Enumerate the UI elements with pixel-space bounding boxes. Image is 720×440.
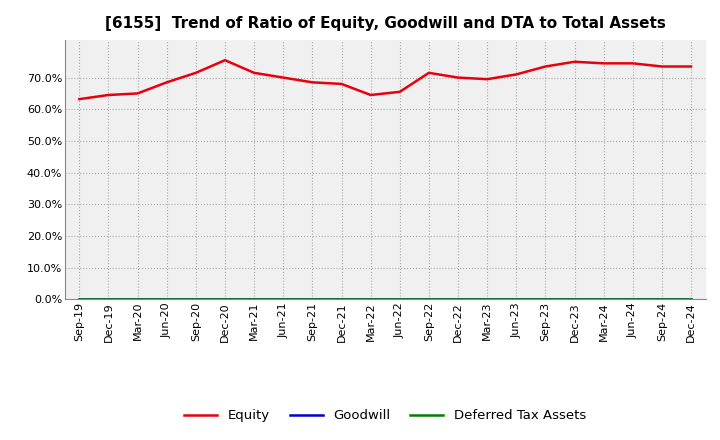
Equity bbox=[483, 77, 492, 82]
Goodwill bbox=[629, 297, 637, 302]
Equity bbox=[425, 70, 433, 76]
Equity bbox=[192, 70, 200, 76]
Deferred Tax Assets bbox=[541, 297, 550, 302]
Goodwill bbox=[483, 297, 492, 302]
Deferred Tax Assets bbox=[512, 297, 521, 302]
Deferred Tax Assets bbox=[192, 297, 200, 302]
Legend: Equity, Goodwill, Deferred Tax Assets: Equity, Goodwill, Deferred Tax Assets bbox=[179, 404, 591, 428]
Deferred Tax Assets bbox=[308, 297, 317, 302]
Equity bbox=[541, 64, 550, 69]
Deferred Tax Assets bbox=[279, 297, 287, 302]
Goodwill bbox=[512, 297, 521, 302]
Goodwill bbox=[220, 297, 229, 302]
Goodwill bbox=[570, 297, 579, 302]
Equity bbox=[250, 70, 258, 76]
Deferred Tax Assets bbox=[454, 297, 462, 302]
Goodwill bbox=[250, 297, 258, 302]
Goodwill bbox=[104, 297, 113, 302]
Goodwill bbox=[308, 297, 317, 302]
Deferred Tax Assets bbox=[220, 297, 229, 302]
Deferred Tax Assets bbox=[395, 297, 404, 302]
Deferred Tax Assets bbox=[163, 297, 171, 302]
Deferred Tax Assets bbox=[425, 297, 433, 302]
Equity bbox=[512, 72, 521, 77]
Goodwill bbox=[395, 297, 404, 302]
Goodwill bbox=[657, 297, 666, 302]
Equity bbox=[570, 59, 579, 64]
Goodwill bbox=[75, 297, 84, 302]
Equity bbox=[279, 75, 287, 80]
Equity bbox=[629, 61, 637, 66]
Deferred Tax Assets bbox=[570, 297, 579, 302]
Goodwill bbox=[541, 297, 550, 302]
Goodwill bbox=[163, 297, 171, 302]
Equity bbox=[395, 89, 404, 95]
Goodwill bbox=[133, 297, 142, 302]
Deferred Tax Assets bbox=[657, 297, 666, 302]
Deferred Tax Assets bbox=[337, 297, 346, 302]
Equity bbox=[133, 91, 142, 96]
Equity bbox=[163, 80, 171, 85]
Deferred Tax Assets bbox=[75, 297, 84, 302]
Goodwill bbox=[192, 297, 200, 302]
Equity bbox=[75, 96, 84, 102]
Equity bbox=[657, 64, 666, 69]
Goodwill bbox=[366, 297, 375, 302]
Deferred Tax Assets bbox=[250, 297, 258, 302]
Deferred Tax Assets bbox=[104, 297, 113, 302]
Equity bbox=[337, 81, 346, 87]
Equity bbox=[687, 64, 696, 69]
Goodwill bbox=[454, 297, 462, 302]
Deferred Tax Assets bbox=[687, 297, 696, 302]
Equity bbox=[366, 92, 375, 98]
Goodwill bbox=[279, 297, 287, 302]
Deferred Tax Assets bbox=[366, 297, 375, 302]
Deferred Tax Assets bbox=[599, 297, 608, 302]
Equity bbox=[454, 75, 462, 80]
Line: Equity: Equity bbox=[79, 60, 691, 99]
Equity bbox=[104, 92, 113, 98]
Goodwill bbox=[425, 297, 433, 302]
Deferred Tax Assets bbox=[629, 297, 637, 302]
Title: [6155]  Trend of Ratio of Equity, Goodwill and DTA to Total Assets: [6155] Trend of Ratio of Equity, Goodwil… bbox=[105, 16, 665, 32]
Equity bbox=[599, 61, 608, 66]
Equity bbox=[220, 58, 229, 63]
Deferred Tax Assets bbox=[483, 297, 492, 302]
Goodwill bbox=[337, 297, 346, 302]
Goodwill bbox=[687, 297, 696, 302]
Deferred Tax Assets bbox=[133, 297, 142, 302]
Goodwill bbox=[599, 297, 608, 302]
Equity bbox=[308, 80, 317, 85]
